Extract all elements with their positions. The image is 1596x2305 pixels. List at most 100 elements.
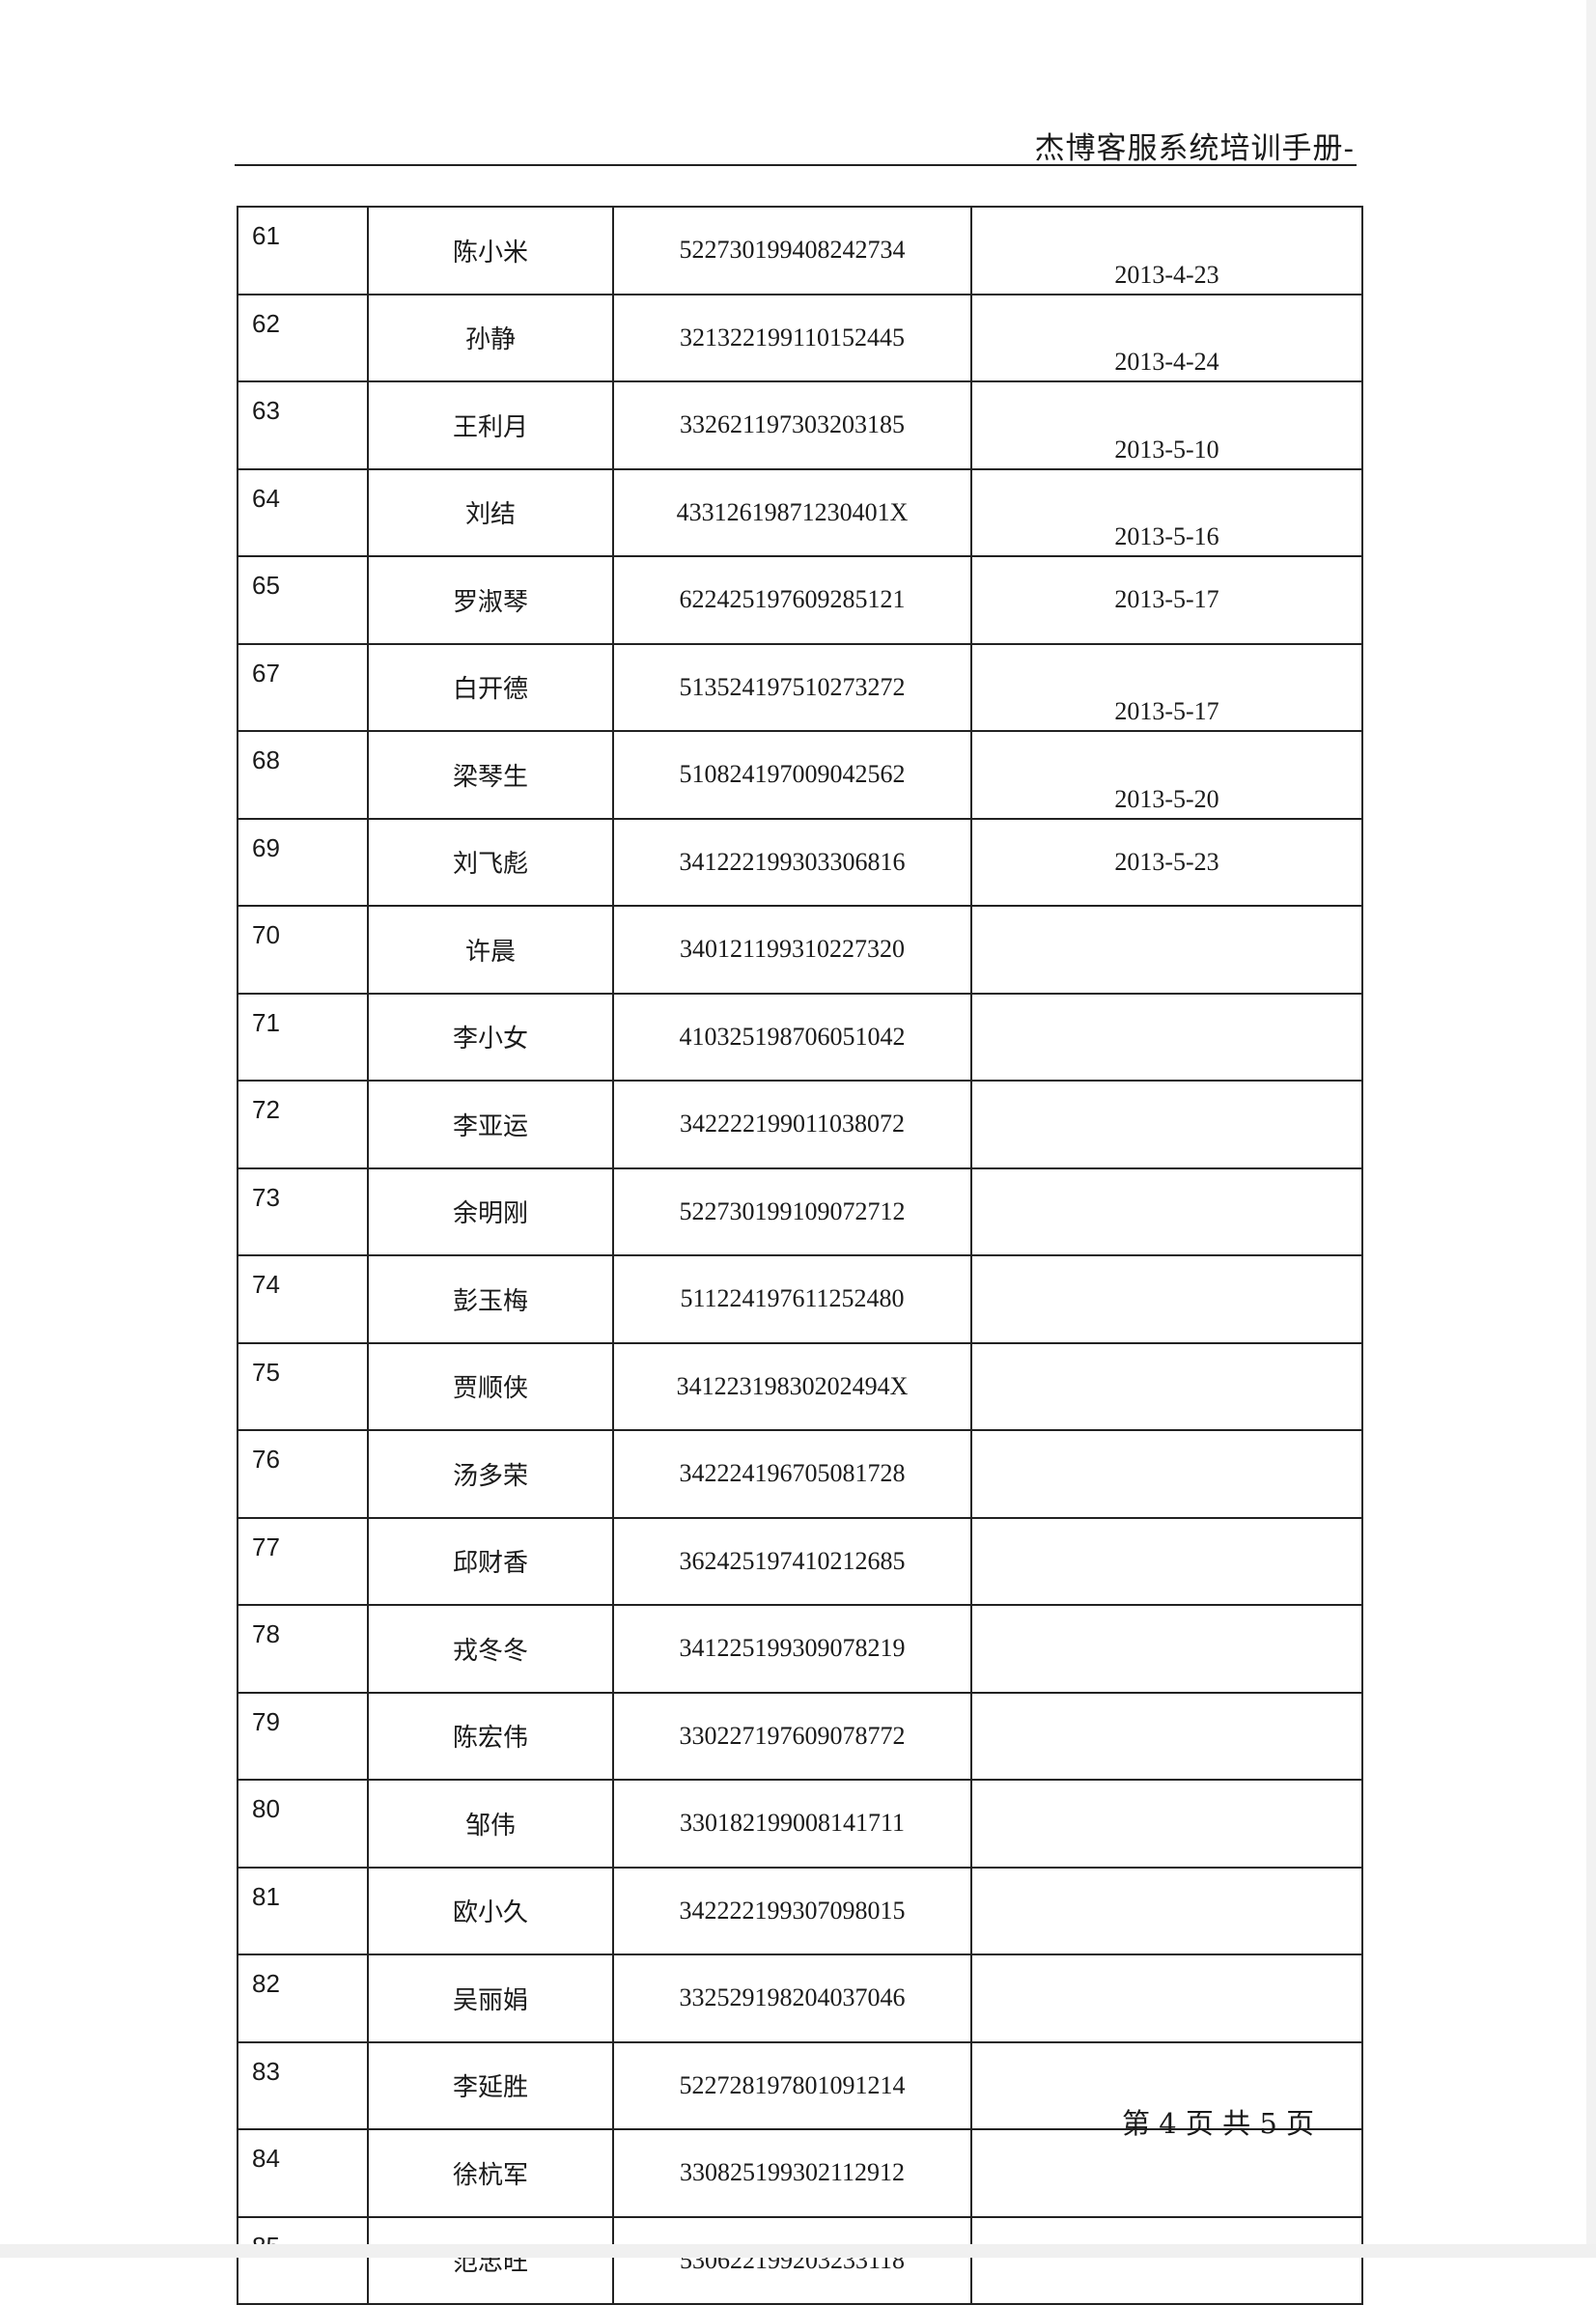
table-row: 70 许晨 340121199310227320 — [237, 905, 1363, 995]
id-number: 362425197410212685 — [612, 1516, 972, 1606]
person-name: 白开德 — [367, 642, 614, 732]
date-cell — [970, 905, 1363, 995]
row-number: 83 — [237, 2040, 369, 2130]
id-number: 622425197609285121 — [612, 555, 972, 645]
date-cell: 2013-4-24 — [970, 293, 1363, 382]
table-row: 76 汤多荣 342224196705081728 — [237, 1429, 1363, 1519]
id-number: 332529198204037046 — [612, 1954, 972, 2043]
table-row: 74 彭玉梅 511224197611252480 — [237, 1254, 1363, 1344]
id-number: 511224197611252480 — [612, 1254, 972, 1344]
date-cell: 2013-5-16 — [970, 467, 1363, 557]
date-cell — [970, 1080, 1363, 1169]
person-name: 邱财香 — [367, 1516, 614, 1606]
table-row: 77 邱财香 362425197410212685 — [237, 1516, 1363, 1606]
table-row: 65 罗淑琴 622425197609285121 2013-5-17 — [237, 555, 1363, 645]
person-name: 彭玉梅 — [367, 1254, 614, 1344]
date-cell: 2013-5-17 — [970, 642, 1363, 732]
table-row: 75 贾顺侠 34122319830202494X — [237, 1341, 1363, 1431]
person-name: 戎冬冬 — [367, 1604, 614, 1694]
table-row: 82 吴丽娟 332529198204037046 — [237, 1954, 1363, 2043]
date-cell — [970, 1429, 1363, 1519]
row-number: 78 — [237, 1604, 369, 1694]
id-number: 410325198706051042 — [612, 992, 972, 1082]
table-row: 84 徐杭军 330825199302112912 — [237, 2128, 1363, 2218]
table-row: 81 欧小久 342222199307098015 — [237, 1866, 1363, 1955]
document-header-title: 杰博客服系统培训手册- — [1034, 131, 1355, 166]
person-name: 许晨 — [367, 905, 614, 995]
id-number: 330227197609078772 — [612, 1691, 972, 1781]
table-row: 67 白开德 513524197510273272 2013-5-17 — [237, 642, 1363, 732]
person-name: 李延胜 — [367, 2040, 614, 2130]
id-number: 342224196705081728 — [612, 1429, 972, 1519]
table-row: 61 陈小米 522730199408242734 2013-4-23 — [237, 206, 1363, 295]
row-number: 64 — [237, 467, 369, 557]
date-cell — [970, 1954, 1363, 2043]
row-number: 62 — [237, 293, 369, 382]
id-number: 522730199109072712 — [612, 1167, 972, 1256]
person-name: 欧小久 — [367, 1866, 614, 1955]
table-row: 71 李小女 410325198706051042 — [237, 992, 1363, 1082]
id-number: 342222199011038072 — [612, 1080, 972, 1169]
date-cell — [970, 1341, 1363, 1431]
row-number: 73 — [237, 1167, 369, 1256]
person-name: 贾顺侠 — [367, 1341, 614, 1431]
person-name: 孙静 — [367, 293, 614, 382]
person-name: 陈宏伟 — [367, 1691, 614, 1781]
person-name: 李亚运 — [367, 1080, 614, 1169]
person-name: 吴丽娟 — [367, 1954, 614, 2043]
row-number: 79 — [237, 1691, 369, 1781]
id-number: 530622199203233118 — [612, 2215, 972, 2305]
id-number: 522730199408242734 — [612, 206, 972, 295]
person-name: 范忠旺 — [367, 2215, 614, 2305]
date-cell — [970, 1691, 1363, 1781]
scan-edge — [1586, 0, 1596, 2258]
person-name: 徐杭军 — [367, 2128, 614, 2218]
date-cell: 2013-5-17 — [970, 555, 1363, 645]
page-number: 第 4 页 共 5 页 — [1122, 2107, 1314, 2140]
scan-bottom-edge — [0, 2244, 1596, 2258]
row-number: 70 — [237, 905, 369, 995]
person-name: 汤多荣 — [367, 1429, 614, 1519]
date-cell — [970, 2128, 1363, 2218]
table-row: 69 刘飞彪 341222199303306816 2013-5-23 — [237, 817, 1363, 907]
person-name: 陈小米 — [367, 206, 614, 295]
table-row: 62 孙静 321322199110152445 2013-4-24 — [237, 293, 1363, 382]
id-number: 510824197009042562 — [612, 730, 972, 820]
table-row: 79 陈宏伟 330227197609078772 — [237, 1691, 1363, 1781]
date-cell — [970, 1866, 1363, 1955]
row-number: 84 — [237, 2128, 369, 2218]
date-cell — [970, 2215, 1363, 2305]
table-row: 73 余明刚 522730199109072712 — [237, 1167, 1363, 1256]
id-number: 321322199110152445 — [612, 293, 972, 382]
id-number: 330182199008141711 — [612, 1779, 972, 1869]
date-cell: 2013-5-23 — [970, 817, 1363, 907]
id-number: 513524197510273272 — [612, 642, 972, 732]
row-number: 82 — [237, 1954, 369, 2043]
id-number: 332621197303203185 — [612, 380, 972, 470]
table-row: 80 邹伟 330182199008141711 — [237, 1779, 1363, 1869]
id-number: 34122319830202494X — [612, 1341, 972, 1431]
id-number: 341225199309078219 — [612, 1604, 972, 1694]
person-name: 罗淑琴 — [367, 555, 614, 645]
id-number: 341222199303306816 — [612, 817, 972, 907]
row-number: 71 — [237, 992, 369, 1082]
row-number: 85 — [237, 2215, 369, 2305]
id-number: 43312619871230401X — [612, 467, 972, 557]
person-name: 刘飞彪 — [367, 817, 614, 907]
row-number: 81 — [237, 1866, 369, 1955]
person-name: 余明刚 — [367, 1167, 614, 1256]
row-number: 61 — [237, 206, 369, 295]
row-number: 68 — [237, 730, 369, 820]
id-number: 342222199307098015 — [612, 1866, 972, 1955]
table-row: 63 王利月 332621197303203185 2013-5-10 — [237, 380, 1363, 470]
id-number: 522728197801091214 — [612, 2040, 972, 2130]
id-number: 340121199310227320 — [612, 905, 972, 995]
date-cell — [970, 1779, 1363, 1869]
row-number: 67 — [237, 642, 369, 732]
date-cell — [970, 1604, 1363, 1694]
row-number: 76 — [237, 1429, 369, 1519]
row-number: 72 — [237, 1080, 369, 1169]
row-number: 63 — [237, 380, 369, 470]
date-cell — [970, 992, 1363, 1082]
person-name: 邹伟 — [367, 1779, 614, 1869]
